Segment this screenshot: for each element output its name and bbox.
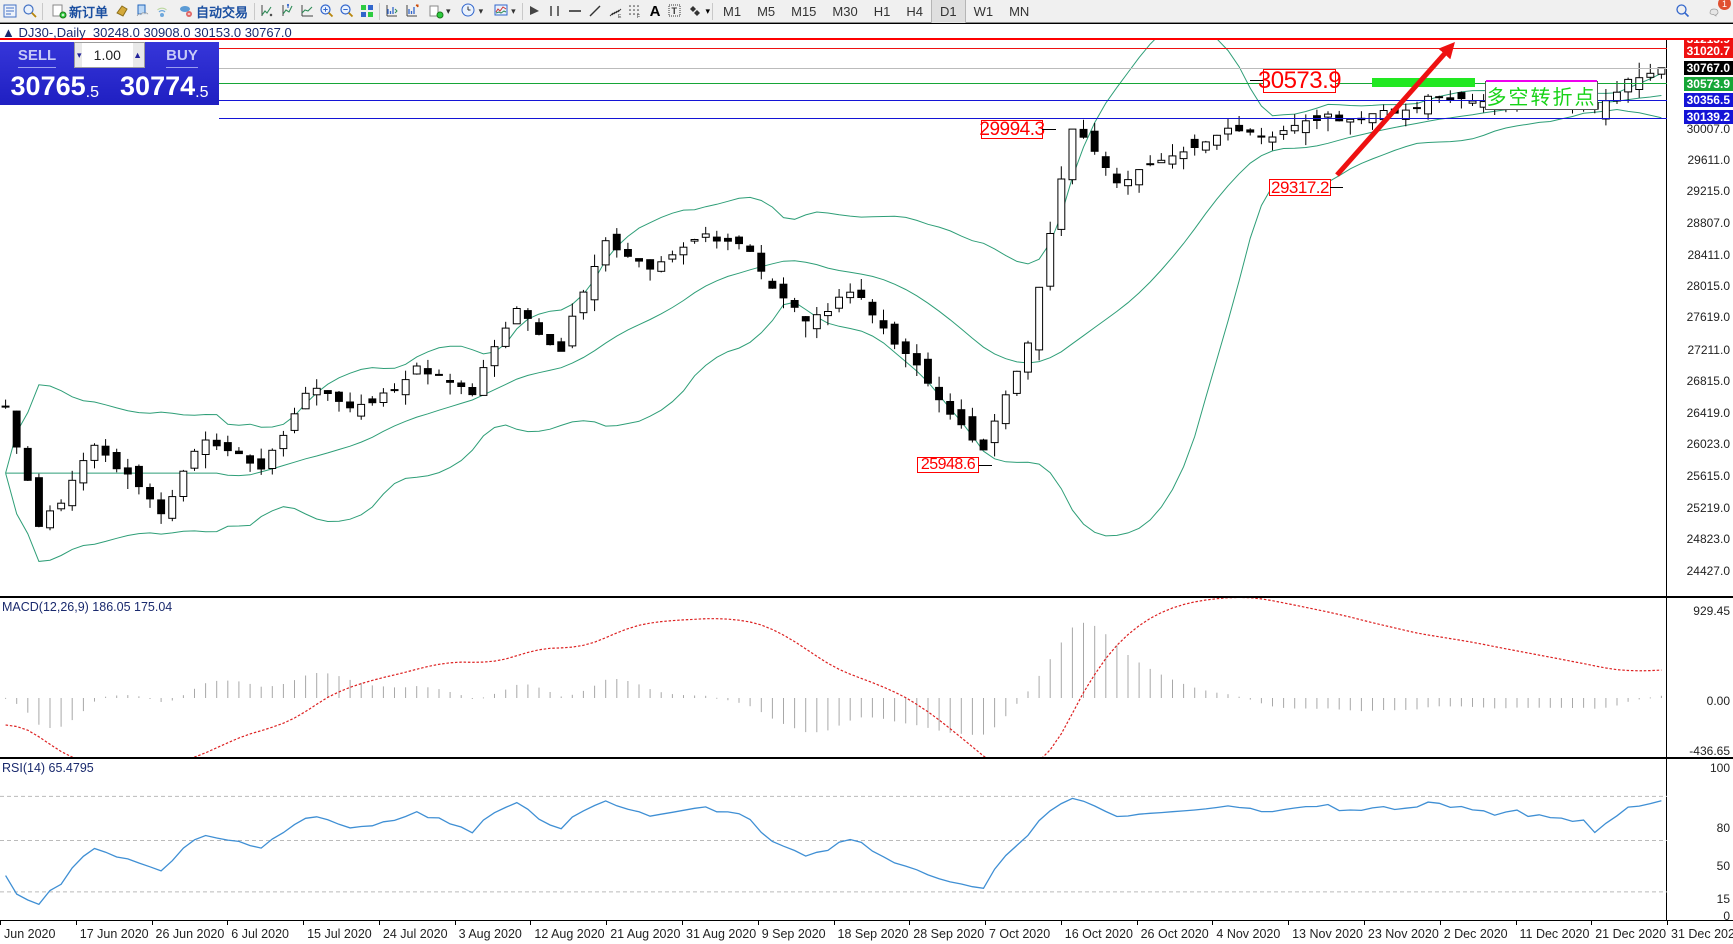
svg-text:E: E <box>618 14 622 19</box>
svg-text:T: T <box>672 6 678 16</box>
svg-text:F: F <box>637 14 640 19</box>
